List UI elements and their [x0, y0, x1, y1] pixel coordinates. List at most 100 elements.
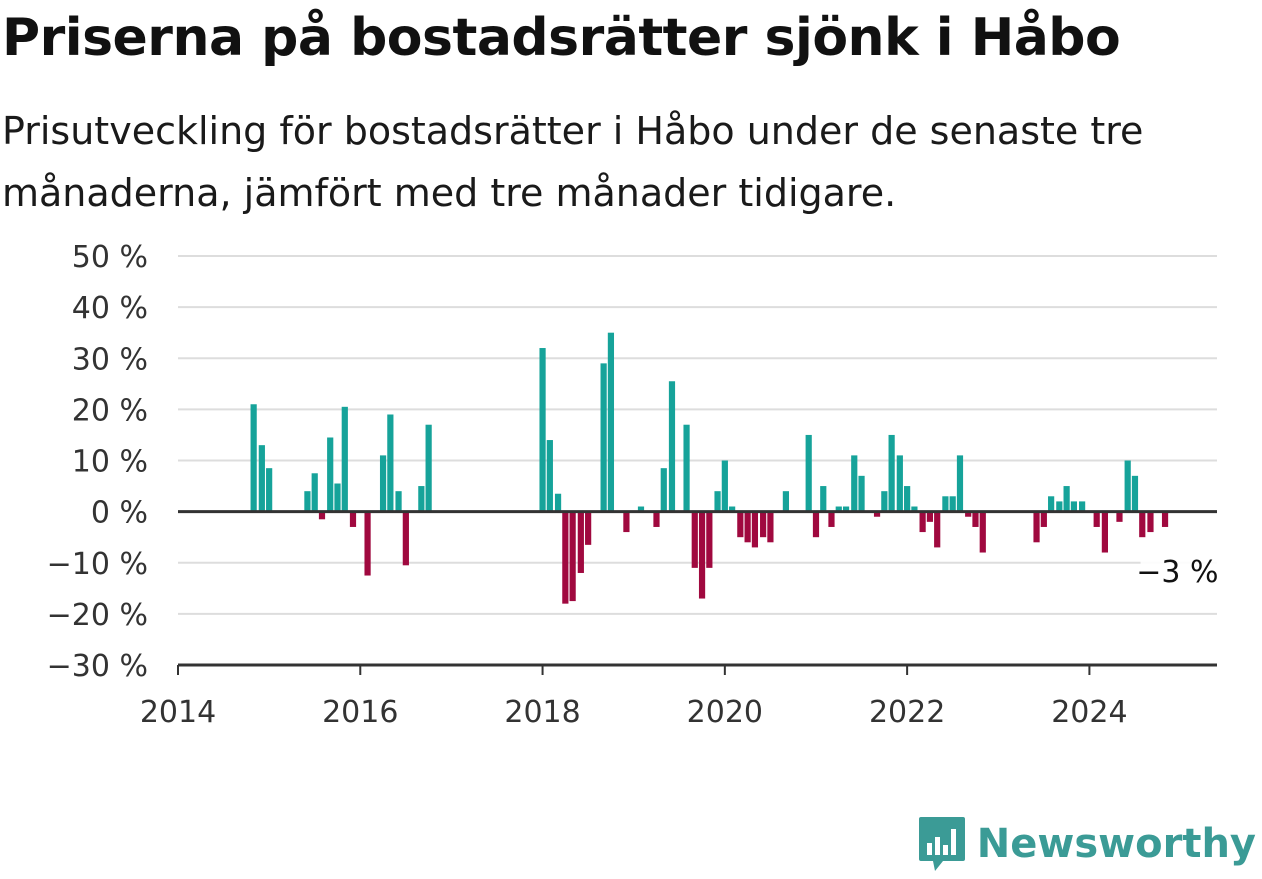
bar	[942, 496, 949, 512]
bar	[926, 511, 934, 522]
annotation: −3 %	[1136, 551, 1227, 592]
x-tick-label: 2024	[1051, 695, 1127, 730]
bar	[751, 511, 759, 548]
bar	[379, 455, 387, 512]
bar	[737, 511, 744, 538]
bar	[851, 455, 858, 512]
bar	[653, 511, 660, 527]
bar	[934, 511, 941, 548]
bar	[919, 511, 926, 533]
bar	[569, 511, 576, 602]
bar	[562, 511, 569, 604]
bar	[881, 491, 888, 512]
x-tick-label: 2016	[322, 695, 398, 730]
bar	[327, 437, 334, 512]
bar	[425, 424, 432, 512]
bar	[828, 511, 835, 527]
bar	[266, 468, 273, 512]
bar	[585, 511, 592, 545]
bar	[904, 486, 911, 512]
bar	[349, 511, 357, 527]
bar	[258, 445, 265, 512]
bar	[1116, 511, 1123, 522]
bar	[691, 511, 698, 568]
annotation-label: −3 %	[1136, 555, 1218, 590]
bar	[660, 468, 667, 512]
y-axis-labels: 50 % 40 % 30 % 20 % 10 % 0 % −10 % −20 % −30 %	[47, 240, 148, 684]
bar	[888, 434, 895, 512]
bar	[395, 491, 402, 512]
bar	[334, 483, 341, 512]
bar	[949, 496, 956, 512]
bar	[402, 511, 409, 566]
bar	[782, 491, 790, 512]
bar	[1131, 475, 1139, 512]
bar	[250, 404, 257, 512]
chart-subtitle: Prisutveckling för bostadsrätter i Håbo …	[2, 109, 1144, 215]
bar	[721, 460, 728, 512]
bar	[805, 434, 812, 512]
y-tick-label: −10 %	[47, 547, 148, 582]
bar	[1070, 501, 1078, 512]
bar	[979, 511, 986, 553]
bar	[304, 491, 311, 512]
y-tick-label: −20 %	[47, 598, 148, 633]
bar	[546, 440, 553, 512]
bar	[714, 491, 721, 512]
x-tick-label: 2018	[504, 695, 580, 730]
x-tick-label: 2014	[140, 695, 216, 730]
bar	[668, 381, 676, 512]
bar	[554, 493, 562, 512]
x-tick-label: 2020	[687, 695, 763, 730]
bar	[318, 511, 326, 520]
y-tick-label: 20 %	[72, 393, 148, 428]
bar	[760, 511, 767, 538]
annotation-bg	[1140, 551, 1227, 592]
bar	[858, 475, 865, 512]
bar	[965, 511, 972, 517]
bar	[1147, 511, 1154, 533]
brand-logo: Newsworthy	[917, 815, 1256, 873]
newsworthy-logo-icon	[918, 817, 965, 871]
bar	[820, 486, 827, 512]
bar	[896, 455, 903, 512]
y-tick-label: 0 %	[91, 496, 148, 531]
bar	[767, 511, 774, 543]
y-tick-label: 40 %	[72, 291, 148, 326]
bar	[1101, 511, 1108, 553]
brand-name: Newsworthy	[976, 821, 1256, 867]
bar	[1056, 501, 1063, 512]
bar	[418, 486, 425, 512]
gridlines	[178, 255, 1217, 615]
bar	[1033, 511, 1040, 543]
bar	[729, 506, 736, 512]
bar	[683, 424, 690, 512]
bar	[607, 332, 615, 512]
chart-title: Priserna på bostadsrätter sjönk i Håbo	[2, 8, 1121, 68]
bar	[364, 511, 371, 576]
bar	[911, 506, 918, 512]
bar	[1093, 511, 1100, 527]
y-tick-label: 10 %	[72, 445, 148, 480]
y-tick-label: 30 %	[72, 342, 148, 377]
bar	[1139, 511, 1146, 538]
bar	[311, 473, 318, 512]
bar	[1161, 511, 1169, 527]
bar	[1124, 460, 1131, 512]
bars	[250, 332, 1169, 604]
bar	[387, 414, 394, 512]
bar	[873, 511, 881, 517]
bar	[842, 506, 850, 512]
y-tick-label: 50 %	[72, 240, 148, 275]
bar	[1063, 486, 1070, 512]
bar	[744, 511, 751, 543]
bar	[1040, 511, 1047, 527]
bar	[1079, 501, 1086, 512]
x-axis-labels: 2014 2016 2018 2020 2022 2024	[140, 695, 1128, 730]
bar	[577, 511, 584, 573]
bar	[698, 511, 706, 599]
axes	[177, 510, 1217, 675]
bar	[706, 511, 713, 568]
bar	[539, 348, 546, 512]
